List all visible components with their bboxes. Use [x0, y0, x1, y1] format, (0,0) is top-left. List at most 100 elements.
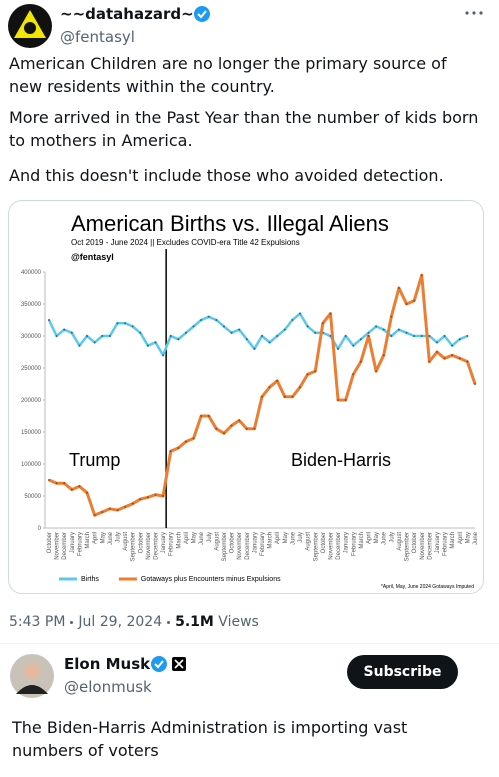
x-tick-label: May [100, 532, 106, 543]
series-line [48, 273, 477, 517]
x-tick-label: April [458, 532, 464, 544]
reply-avatar[interactable] [10, 654, 54, 698]
point [48, 319, 50, 321]
point [474, 383, 476, 385]
x-tick-label: December [62, 532, 68, 560]
point [306, 325, 309, 328]
point [192, 325, 195, 328]
point [245, 427, 248, 430]
point [184, 440, 187, 443]
point [93, 514, 96, 517]
point [321, 322, 324, 325]
tweet-meta: 5:43 PM Jul 29, 2024 5.1M Views [9, 614, 259, 630]
point [116, 509, 119, 512]
x-tick-label: July [207, 532, 213, 543]
x-tick-label: March [176, 532, 182, 549]
annotation: Biden-Harris [291, 450, 391, 470]
point [245, 338, 248, 341]
x-tick-label: September [405, 532, 411, 561]
point [283, 395, 286, 398]
x-tick-label: February [260, 532, 266, 556]
point [375, 370, 378, 373]
x-tick-label: January [344, 532, 350, 553]
point [139, 331, 142, 334]
point [268, 341, 271, 344]
point [291, 395, 294, 398]
x-tick-label: October [412, 532, 418, 553]
x-tick-label: February [77, 532, 83, 556]
more-menu[interactable] [464, 10, 484, 16]
point [283, 328, 286, 331]
point [146, 496, 149, 499]
point [435, 351, 438, 353]
point [268, 386, 271, 389]
point [420, 335, 423, 337]
point [413, 335, 416, 337]
badges [151, 656, 186, 672]
point [253, 427, 256, 430]
chart-card[interactable]: American Births vs. Illegal Aliens Oct 2… [8, 200, 484, 594]
point [162, 354, 165, 357]
author-handle[interactable]: @fentasyl [60, 28, 135, 46]
x-tick-label: December [245, 532, 251, 560]
x-tick-label: January [161, 532, 167, 553]
x-tick-label: October [230, 532, 236, 553]
point [458, 338, 461, 341]
point [291, 319, 294, 321]
point [207, 415, 210, 417]
point [413, 299, 416, 302]
point [276, 335, 279, 337]
annotation: Trump [69, 450, 120, 470]
x-tick-label: June [199, 531, 205, 545]
views-count: 5.1M [175, 614, 214, 630]
point [63, 328, 66, 331]
y-tick-label: 50000 [24, 494, 41, 500]
x-tick-label: July [115, 532, 121, 543]
date[interactable]: Jul 29, 2024 [78, 614, 163, 630]
reply-author-name[interactable]: Elon Musk [64, 655, 151, 673]
point [397, 328, 400, 331]
point [443, 357, 446, 360]
series-line [47, 312, 468, 357]
x-tick-label: December [427, 532, 433, 560]
y-tick-label: 150000 [21, 430, 42, 436]
subscribe-button[interactable]: Subscribe [347, 655, 458, 689]
reply-handle[interactable]: @elonmusk [64, 678, 152, 696]
point [435, 341, 438, 344]
point [405, 303, 408, 305]
x-tick-label: June [382, 531, 388, 545]
y-tick-label: 350000 [21, 302, 42, 308]
y-tick-label: 250000 [21, 366, 42, 372]
x-tick-label: December [154, 532, 160, 560]
x-tick-label: March [450, 532, 456, 549]
y-tick-label: 300000 [21, 334, 42, 340]
separator [167, 620, 171, 624]
point [78, 485, 81, 488]
point [116, 322, 119, 325]
point [146, 344, 149, 347]
point [382, 328, 385, 331]
avatar[interactable] [8, 4, 52, 48]
x-tick-label: January [252, 532, 258, 553]
author-name[interactable]: ~~datahazard~~ [60, 5, 207, 23]
point [55, 335, 58, 337]
chart: American Births vs. Illegal Aliens Oct 2… [21, 211, 479, 590]
tweet-text: American Children are no longer the prim… [9, 54, 447, 96]
point [86, 491, 89, 494]
point [192, 437, 195, 440]
reply-text: The Biden-Harris Administration is impor… [12, 718, 408, 760]
point [375, 325, 378, 328]
x-tick-label: October [47, 532, 53, 553]
point [299, 312, 302, 315]
point [238, 328, 241, 331]
verified-badge [194, 6, 210, 22]
x-tick-label: April [275, 532, 281, 544]
x-tick-label: October [321, 532, 327, 553]
time[interactable]: 5:43 PM [9, 614, 66, 630]
point [108, 335, 111, 337]
y-tick-label: 200000 [21, 398, 42, 404]
point [359, 360, 362, 363]
point [451, 344, 454, 347]
x-tick-label: August [123, 532, 129, 551]
